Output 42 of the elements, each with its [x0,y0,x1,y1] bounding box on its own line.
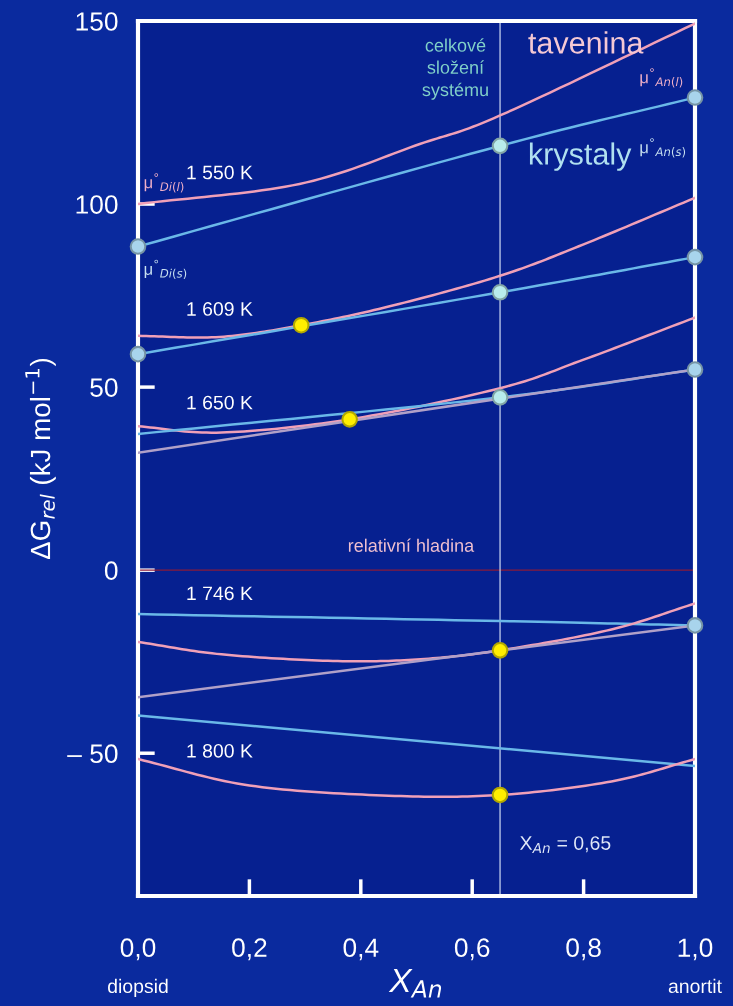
point [491,389,509,406]
point [491,786,509,804]
point [686,248,704,266]
text: diopsid [108,978,168,997]
annotation: μ$^{°}$$_{Di(l)}$ [144,173,184,193]
ref-line-label: X$_{An}$ = 0,65 [519,836,611,853]
y-axis-title: ΔG$_{rel}$ (kJ mol$^{−1}$) [25,358,56,560]
point [341,411,358,428]
y-tick-label: 0 [104,561,118,580]
x-tick-label: 0,6 [454,938,490,961]
point [491,137,509,155]
x-axis-title: X$_{An}$ [388,968,442,998]
x-tick-label: 0,2 [232,938,267,961]
y-tick-label: 100 [76,195,118,214]
y-tick-label: 150 [76,12,118,31]
x-tick-label: 1,0 [678,938,713,961]
ref-line-label: relativní hladina [348,538,475,552]
text: anortit [668,978,722,994]
annotation: μ$^{°}$$_{Di(s)}$ [144,259,187,280]
annotation: 1 650 K [187,395,253,410]
annotation: tavenina [528,31,644,54]
point [686,89,704,106]
point [491,642,509,659]
annotation: μ$^{°}$$_{An(l)}$ [640,68,683,88]
annotation: 1 746 K [187,586,253,601]
annotation: 1 550 K [187,165,253,180]
x-tick-label: 0,4 [343,938,379,961]
point [129,345,147,363]
annotation: μ$^{°}$$_{An(s)}$ [640,138,686,158]
point [686,361,704,378]
annotation: krystaly [529,142,632,171]
x-tick-label: 0,0 [120,938,156,961]
point [129,238,147,255]
point [292,316,310,334]
point [491,283,509,301]
annotation: celkové složení systému [422,38,488,100]
y-tick-label: 50 [90,378,118,397]
annotation: 1 800 K [187,743,253,758]
annotation: 1 609 K [187,302,253,316]
point [686,617,704,634]
y-tick-label: – 50 [67,744,118,764]
x-tick-label: 0,8 [566,938,601,961]
